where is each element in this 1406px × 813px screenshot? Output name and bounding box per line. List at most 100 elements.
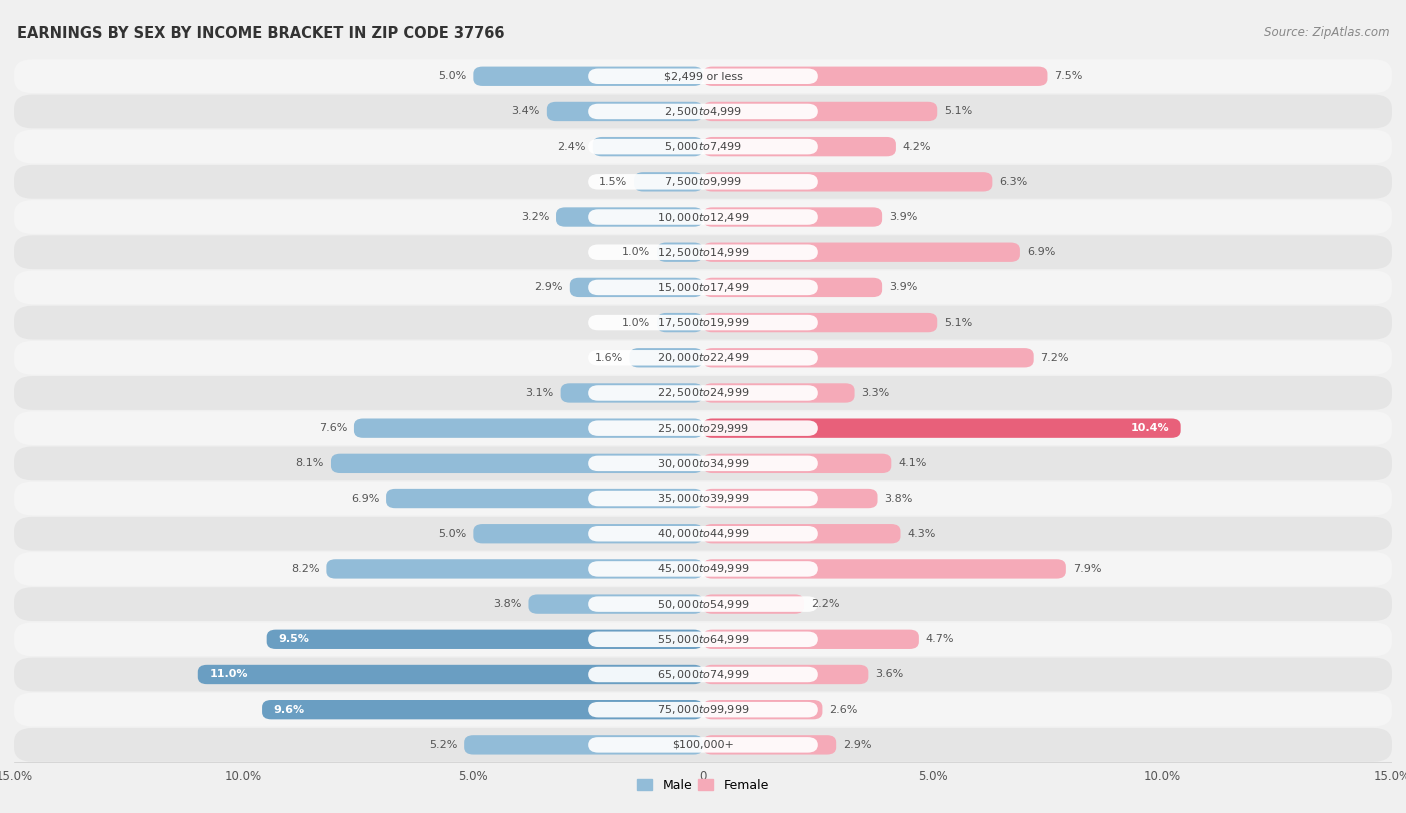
Text: $75,000 to $99,999: $75,000 to $99,999 [657, 703, 749, 716]
FancyBboxPatch shape [588, 209, 818, 224]
FancyBboxPatch shape [630, 348, 703, 367]
Text: 4.7%: 4.7% [925, 634, 955, 644]
FancyBboxPatch shape [14, 306, 1392, 340]
FancyBboxPatch shape [14, 341, 1392, 375]
Text: 8.1%: 8.1% [295, 459, 323, 468]
Text: 8.2%: 8.2% [291, 564, 319, 574]
Text: $45,000 to $49,999: $45,000 to $49,999 [657, 563, 749, 576]
Text: 2.4%: 2.4% [557, 141, 586, 152]
FancyBboxPatch shape [14, 587, 1392, 621]
FancyBboxPatch shape [529, 594, 703, 614]
Text: 2.9%: 2.9% [534, 282, 562, 293]
FancyBboxPatch shape [14, 411, 1392, 445]
Text: 10.4%: 10.4% [1130, 423, 1170, 433]
FancyBboxPatch shape [703, 594, 804, 614]
FancyBboxPatch shape [474, 67, 703, 86]
FancyBboxPatch shape [588, 491, 818, 506]
FancyBboxPatch shape [703, 242, 1019, 262]
Text: 1.5%: 1.5% [599, 177, 627, 187]
FancyBboxPatch shape [588, 420, 818, 436]
Text: $50,000 to $54,999: $50,000 to $54,999 [657, 598, 749, 611]
FancyBboxPatch shape [464, 735, 703, 754]
FancyBboxPatch shape [703, 383, 855, 402]
Text: 2.9%: 2.9% [844, 740, 872, 750]
FancyBboxPatch shape [588, 68, 818, 84]
FancyBboxPatch shape [703, 172, 993, 192]
Text: 4.3%: 4.3% [907, 528, 936, 539]
FancyBboxPatch shape [547, 102, 703, 121]
FancyBboxPatch shape [198, 665, 703, 685]
Text: 7.2%: 7.2% [1040, 353, 1069, 363]
Text: EARNINGS BY SEX BY INCOME BRACKET IN ZIP CODE 37766: EARNINGS BY SEX BY INCOME BRACKET IN ZIP… [17, 26, 505, 41]
FancyBboxPatch shape [326, 559, 703, 579]
Text: $10,000 to $12,499: $10,000 to $12,499 [657, 211, 749, 224]
FancyBboxPatch shape [703, 278, 882, 297]
Text: Source: ZipAtlas.com: Source: ZipAtlas.com [1264, 26, 1389, 39]
FancyBboxPatch shape [588, 104, 818, 120]
FancyBboxPatch shape [588, 455, 818, 471]
Text: 5.2%: 5.2% [429, 740, 457, 750]
FancyBboxPatch shape [14, 693, 1392, 727]
FancyBboxPatch shape [14, 376, 1392, 410]
Text: $17,500 to $19,999: $17,500 to $19,999 [657, 316, 749, 329]
Text: 2.6%: 2.6% [830, 705, 858, 715]
FancyBboxPatch shape [703, 348, 1033, 367]
FancyBboxPatch shape [588, 280, 818, 295]
FancyBboxPatch shape [14, 271, 1392, 304]
FancyBboxPatch shape [267, 629, 703, 649]
Text: $5,000 to $7,499: $5,000 to $7,499 [664, 140, 742, 153]
FancyBboxPatch shape [703, 665, 869, 685]
Text: 3.8%: 3.8% [884, 493, 912, 503]
Text: $2,500 to $4,999: $2,500 to $4,999 [664, 105, 742, 118]
FancyBboxPatch shape [703, 67, 1047, 86]
FancyBboxPatch shape [588, 385, 818, 401]
Text: 7.9%: 7.9% [1073, 564, 1101, 574]
FancyBboxPatch shape [703, 700, 823, 720]
Text: $15,000 to $17,499: $15,000 to $17,499 [657, 281, 749, 294]
FancyBboxPatch shape [14, 200, 1392, 234]
FancyBboxPatch shape [703, 489, 877, 508]
FancyBboxPatch shape [330, 454, 703, 473]
Legend: Male, Female: Male, Female [633, 774, 773, 797]
FancyBboxPatch shape [14, 165, 1392, 198]
FancyBboxPatch shape [354, 419, 703, 438]
FancyBboxPatch shape [703, 102, 938, 121]
FancyBboxPatch shape [588, 632, 818, 647]
Text: $2,499 or less: $2,499 or less [664, 72, 742, 81]
Text: 7.5%: 7.5% [1054, 72, 1083, 81]
FancyBboxPatch shape [14, 481, 1392, 515]
Text: $20,000 to $22,499: $20,000 to $22,499 [657, 351, 749, 364]
FancyBboxPatch shape [588, 597, 818, 612]
FancyBboxPatch shape [588, 702, 818, 717]
Text: $7,500 to $9,999: $7,500 to $9,999 [664, 176, 742, 189]
FancyBboxPatch shape [262, 700, 703, 720]
Text: $35,000 to $39,999: $35,000 to $39,999 [657, 492, 749, 505]
FancyBboxPatch shape [14, 552, 1392, 586]
Text: 3.8%: 3.8% [494, 599, 522, 609]
Text: 3.4%: 3.4% [512, 107, 540, 116]
Text: 1.0%: 1.0% [621, 318, 650, 328]
FancyBboxPatch shape [588, 667, 818, 682]
FancyBboxPatch shape [657, 313, 703, 333]
FancyBboxPatch shape [588, 174, 818, 189]
Text: 6.3%: 6.3% [1000, 177, 1028, 187]
FancyBboxPatch shape [588, 315, 818, 330]
FancyBboxPatch shape [703, 524, 900, 543]
Text: 5.0%: 5.0% [439, 72, 467, 81]
FancyBboxPatch shape [14, 623, 1392, 656]
FancyBboxPatch shape [703, 137, 896, 156]
FancyBboxPatch shape [555, 207, 703, 227]
FancyBboxPatch shape [703, 419, 1181, 438]
FancyBboxPatch shape [14, 130, 1392, 163]
Text: 3.1%: 3.1% [526, 388, 554, 398]
FancyBboxPatch shape [14, 728, 1392, 762]
FancyBboxPatch shape [588, 245, 818, 260]
FancyBboxPatch shape [588, 350, 818, 366]
Text: $65,000 to $74,999: $65,000 to $74,999 [657, 668, 749, 681]
FancyBboxPatch shape [14, 94, 1392, 128]
Text: $55,000 to $64,999: $55,000 to $64,999 [657, 633, 749, 646]
Text: 2.2%: 2.2% [811, 599, 839, 609]
FancyBboxPatch shape [703, 629, 920, 649]
FancyBboxPatch shape [588, 737, 818, 753]
Text: 3.9%: 3.9% [889, 282, 917, 293]
